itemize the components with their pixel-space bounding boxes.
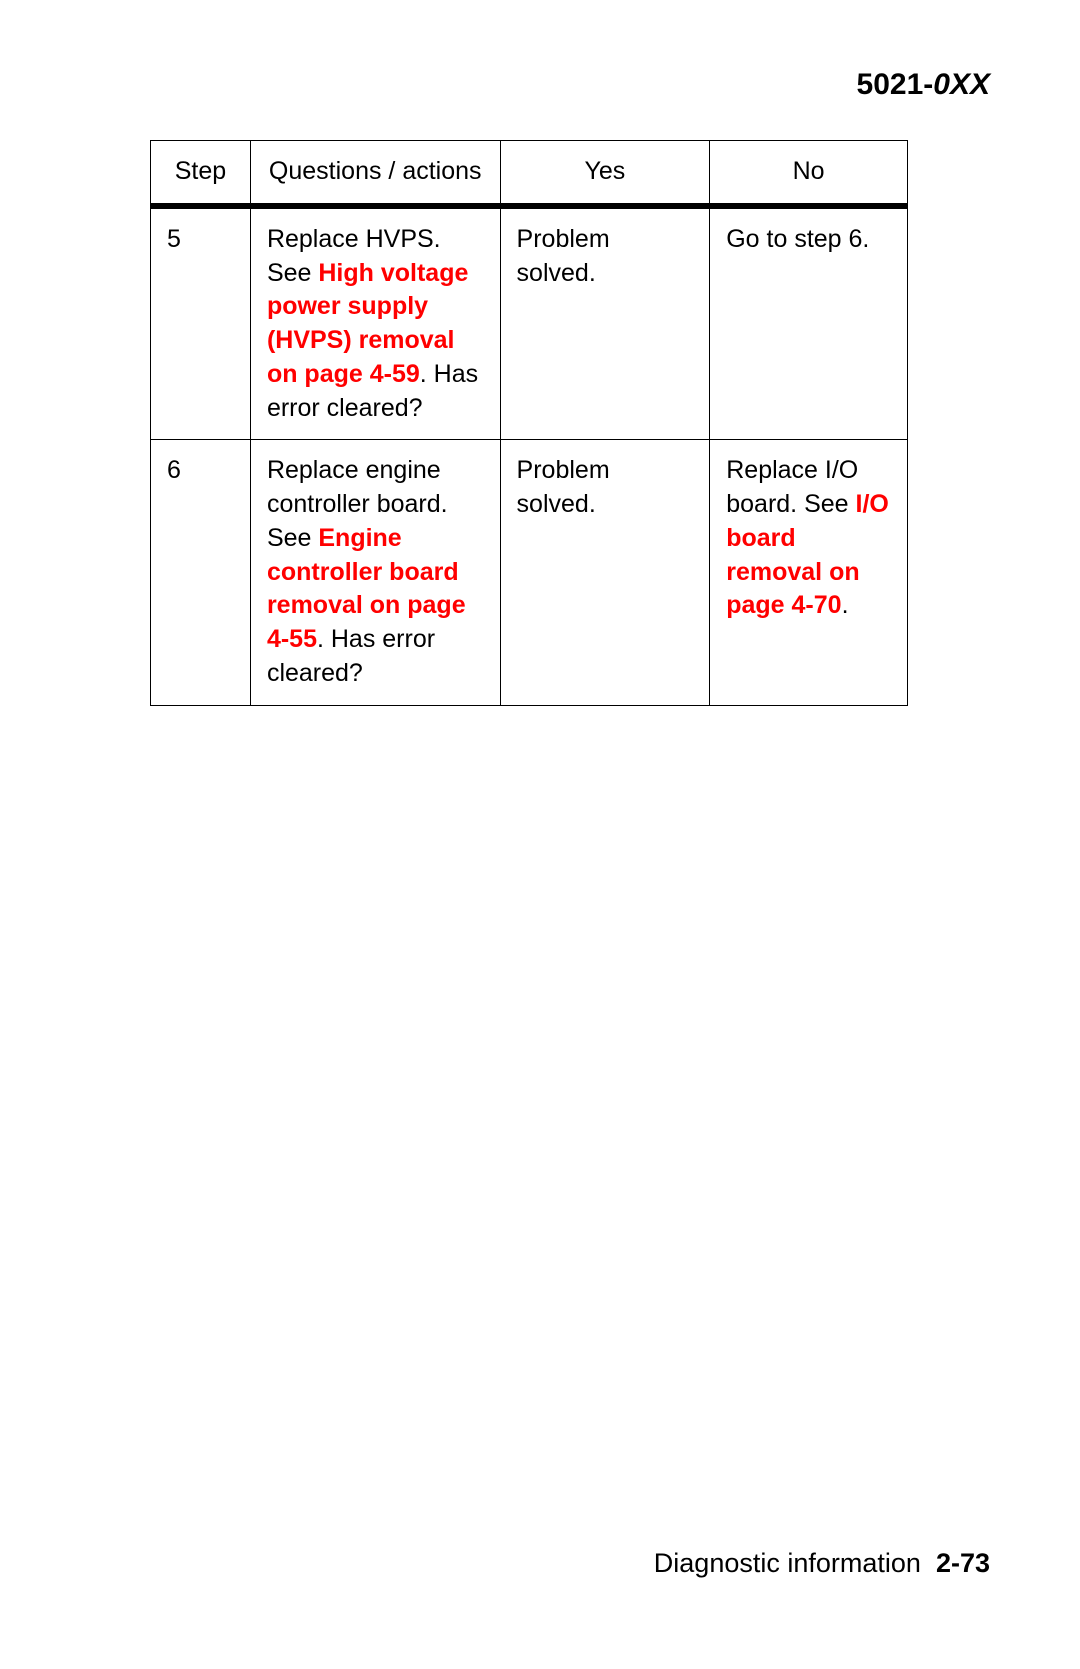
page: 5021-0XX Step Questions / actions Yes No… [0,0,1080,1669]
col-header-yes: Yes [500,141,710,206]
table-row: 5 Replace HVPS. See High voltage power s… [151,206,908,440]
cell-yes: Problem solved. [500,206,710,440]
model-prefix: 5021- [857,68,934,101]
model-suffix: 0XX [933,68,990,101]
page-footer: Diagnostic information 2-73 [654,1548,990,1579]
cell-yes: Problem solved. [500,440,710,705]
doc-header: 5021-0XX [90,68,990,102]
no-text-before: Replace I/O board. See [726,456,858,518]
cell-qa: Replace engine controller board. See Eng… [250,440,500,705]
footer-label: Diagnostic information [654,1548,921,1578]
col-header-step: Step [151,141,251,206]
no-text-after: . [842,591,849,619]
cell-qa: Replace HVPS. See High voltage power sup… [250,206,500,440]
col-header-qa: Questions / actions [250,141,500,206]
table-row: 6 Replace engine controller board. See E… [151,440,908,705]
cell-no: Replace I/O board. See I/O board removal… [710,440,908,705]
footer-page-number: 2-73 [936,1548,990,1578]
col-header-no: No [710,141,908,206]
cell-step: 6 [151,440,251,705]
cell-step: 5 [151,206,251,440]
diagnostic-table: Step Questions / actions Yes No 5 Replac… [150,140,908,706]
no-text-before: Go to step 6. [726,225,869,253]
table-header-row: Step Questions / actions Yes No [151,141,908,206]
cell-no: Go to step 6. [710,206,908,440]
